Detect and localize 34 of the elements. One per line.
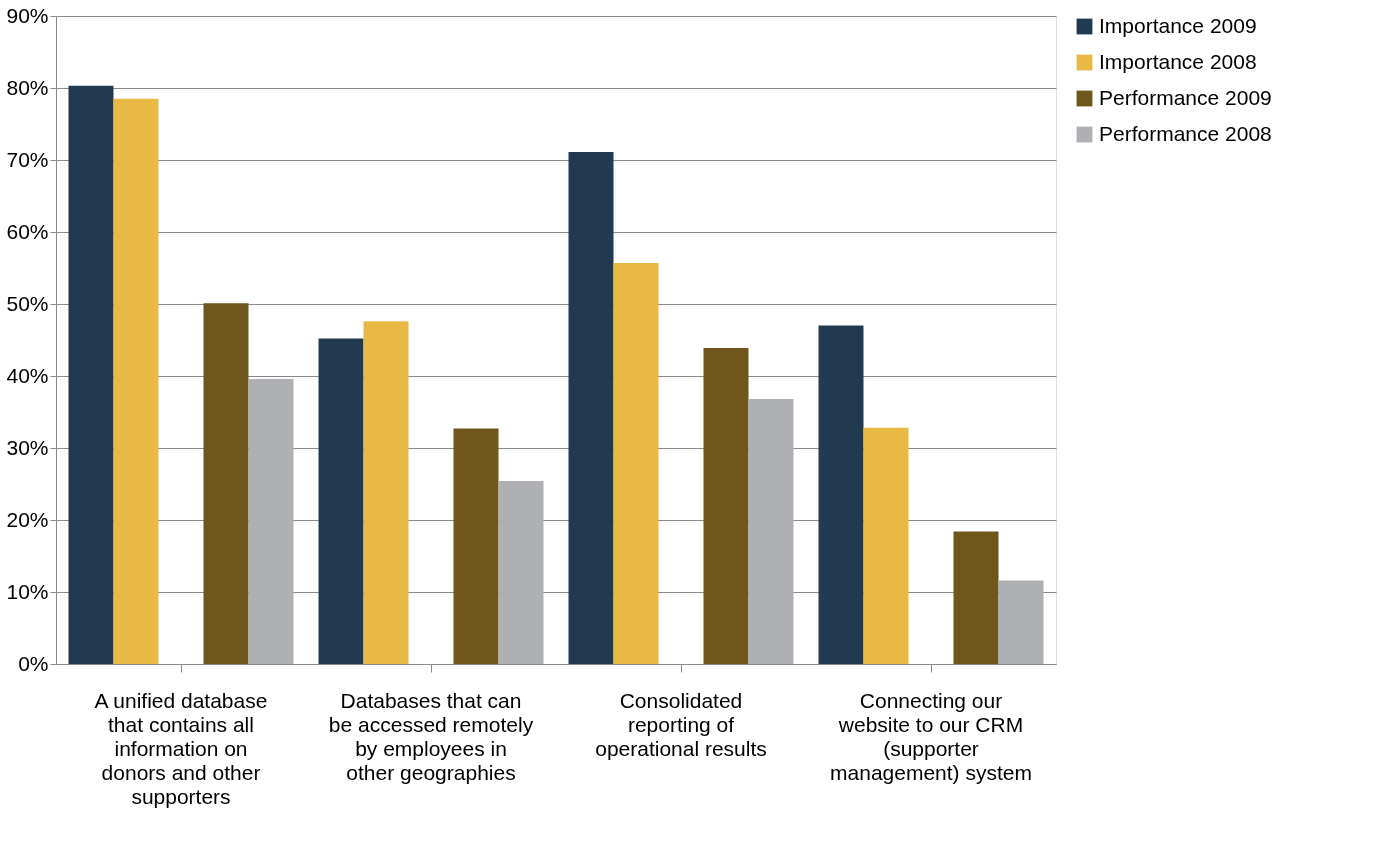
y-tick-label: 70% <box>6 147 49 171</box>
y-tick-label: 30% <box>6 435 49 459</box>
bar <box>318 338 364 664</box>
bar <box>248 378 294 664</box>
bar <box>568 152 614 664</box>
bar <box>203 303 249 664</box>
bar <box>613 262 659 664</box>
legend-label: Importance 2009 <box>1099 13 1257 37</box>
bar <box>363 321 409 664</box>
legend-label: Performance 2009 <box>1099 85 1272 109</box>
legend-label: Importance 2008 <box>1099 49 1257 73</box>
bar <box>953 531 999 664</box>
bar <box>998 580 1044 664</box>
bar <box>863 427 909 664</box>
y-tick-label: 0% <box>18 651 49 675</box>
x-tick-label: Consolidated reporting of operational results <box>595 688 767 760</box>
y-tick-label: 40% <box>6 363 49 387</box>
y-tick-label: 60% <box>6 219 49 243</box>
y-tick-label: 80% <box>6 75 49 99</box>
bar <box>68 85 114 664</box>
bar <box>703 347 749 664</box>
bar <box>748 399 794 664</box>
y-tick-label: 20% <box>6 507 49 531</box>
bar <box>113 98 159 664</box>
y-tick-label: 90% <box>6 3 49 27</box>
x-tick-label: Connecting our website to our CRM (supporter management) system <box>830 688 1032 784</box>
x-tick-label: A unified database that contains all information on donors and other supporters <box>94 688 268 808</box>
y-tick-label: 50% <box>6 291 49 315</box>
legend-label: Performance 2008 <box>1099 121 1272 145</box>
bar <box>818 325 864 664</box>
bar <box>498 481 544 664</box>
bar <box>453 428 499 664</box>
y-tick-label: 10% <box>6 579 49 603</box>
x-tick-label: Databases that can be accessed remotely by employees in other geographies <box>328 688 534 784</box>
